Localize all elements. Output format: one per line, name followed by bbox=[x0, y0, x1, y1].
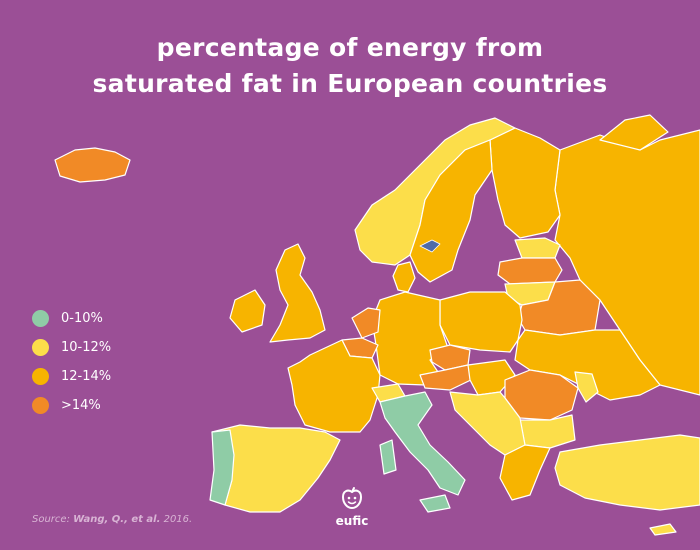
source-authors: Wang, Q., et al. bbox=[73, 514, 161, 525]
legend-item-12-14: 12-14% bbox=[32, 362, 111, 391]
region-italy bbox=[379, 391, 466, 496]
region-france bbox=[287, 339, 381, 433]
region-bulgaria bbox=[519, 414, 576, 449]
source-prefix: Source: bbox=[32, 514, 70, 525]
eufic-logo: eufic bbox=[330, 486, 374, 528]
region-turkey bbox=[554, 434, 700, 511]
region-germany bbox=[371, 291, 449, 386]
legend-item-over-14: >14% bbox=[32, 391, 111, 420]
map-title: percentage of energy from saturated fat … bbox=[0, 30, 700, 102]
legend-item-10-12: 10-12% bbox=[32, 333, 111, 362]
title-line-1: percentage of energy from bbox=[156, 33, 544, 62]
logo-text: eufic bbox=[335, 514, 369, 528]
legend-item-0-10: 0-10% bbox=[32, 304, 111, 333]
region-sardinia bbox=[379, 439, 397, 475]
legend-swatch-10-12 bbox=[32, 339, 49, 356]
apple-logo-icon bbox=[341, 487, 363, 510]
region-finland bbox=[489, 127, 561, 239]
region-poland bbox=[439, 291, 523, 353]
legend-label-0-10: 0-10% bbox=[61, 311, 103, 326]
title-line-2: saturated fat in European countries bbox=[92, 69, 608, 98]
legend-label-12-14: 12-14% bbox=[61, 369, 112, 384]
region-greece bbox=[499, 444, 551, 501]
region-cyprus bbox=[649, 523, 677, 536]
region-estonia bbox=[514, 237, 561, 259]
region-russia-kola bbox=[599, 114, 669, 151]
region-latvia bbox=[497, 257, 563, 285]
source-year: 2016. bbox=[163, 514, 193, 525]
region-iceland bbox=[54, 147, 131, 183]
region-netherlands bbox=[351, 307, 381, 339]
region-lake bbox=[419, 239, 441, 253]
region-portugal bbox=[209, 429, 235, 506]
legend-swatch-0-10 bbox=[32, 310, 49, 327]
legend-label-over-14: >14% bbox=[61, 398, 101, 413]
region-moldova bbox=[574, 371, 599, 403]
region-ireland bbox=[229, 289, 266, 333]
region-sicily bbox=[419, 494, 451, 513]
legend: 0-10% 10-12% 12-14% >14% bbox=[32, 304, 111, 420]
legend-label-10-12: 10-12% bbox=[61, 340, 112, 355]
region-uk bbox=[269, 243, 326, 343]
region-denmark bbox=[392, 261, 416, 293]
legend-swatch-12-14 bbox=[32, 368, 49, 385]
legend-swatch-over-14 bbox=[32, 397, 49, 414]
source-note: Source: Wang, Q., et al. 2016. bbox=[32, 514, 192, 525]
